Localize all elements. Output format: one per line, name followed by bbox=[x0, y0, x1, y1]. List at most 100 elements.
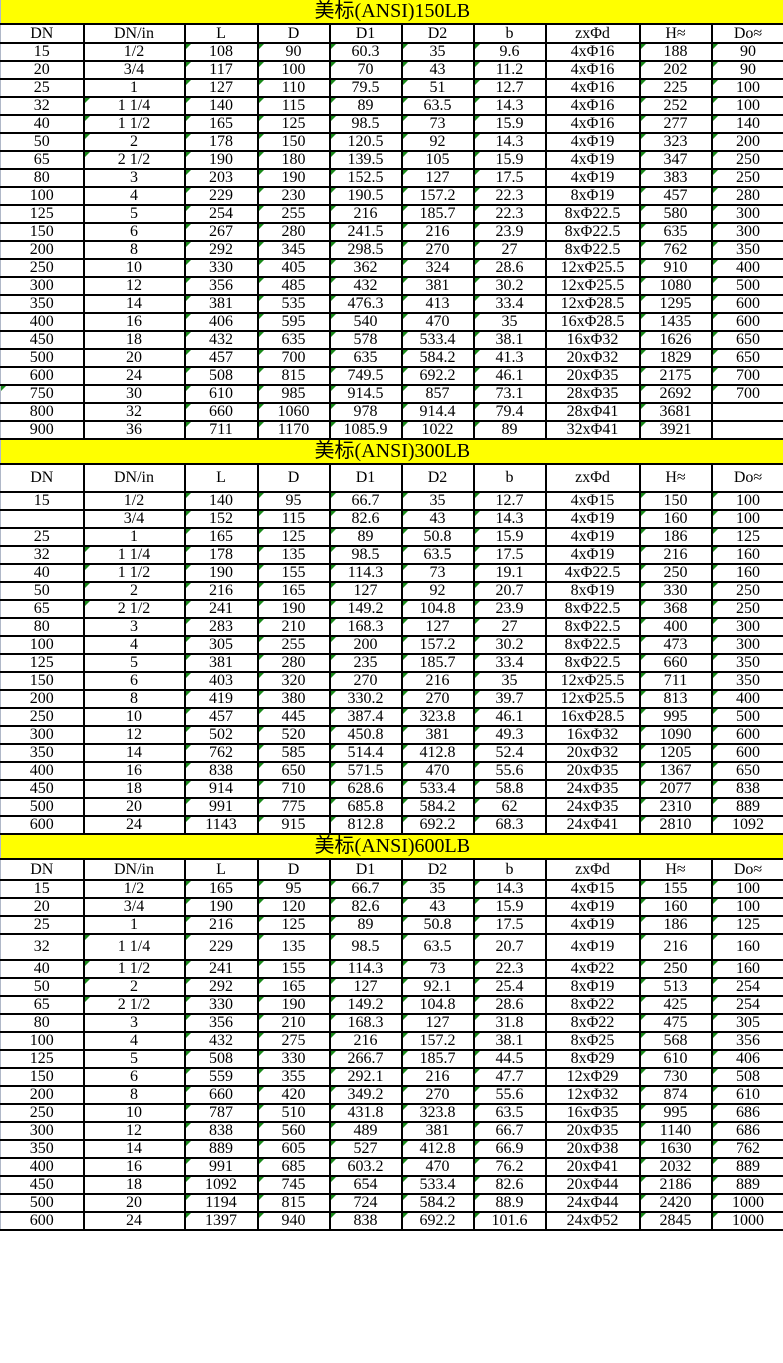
cell-d2[interactable]: 185.7 bbox=[400, 1049, 475, 1069]
cell-do[interactable]: 100 bbox=[710, 491, 783, 511]
cell-dn-in[interactable]: 14 bbox=[82, 294, 186, 314]
cell-dn-in[interactable]: 24 bbox=[82, 815, 186, 835]
cell-b[interactable]: 66.9 bbox=[472, 1139, 547, 1159]
cell-dn-in[interactable]: 1 bbox=[82, 78, 186, 98]
cell-l[interactable]: 508 bbox=[183, 1049, 259, 1069]
cell-do[interactable]: 100 bbox=[710, 509, 783, 529]
cell-l[interactable]: 991 bbox=[183, 797, 259, 817]
cell-d2[interactable]: 73 bbox=[400, 563, 475, 583]
cell-d[interactable]: 445 bbox=[256, 707, 331, 727]
cell-d[interactable]: 745 bbox=[256, 1175, 331, 1195]
cell-d[interactable]: 1170 bbox=[256, 420, 331, 440]
cell-do[interactable]: 250 bbox=[710, 150, 783, 170]
cell-bolt-holes[interactable]: 4xΦ22.5 bbox=[544, 563, 641, 583]
cell-h[interactable]: 1829 bbox=[638, 348, 713, 368]
cell-d[interactable]: 135 bbox=[256, 545, 331, 565]
column-header-d[interactable]: D bbox=[256, 23, 331, 44]
cell-d[interactable]: 125 bbox=[256, 527, 331, 547]
cell-dn[interactable]: 450 bbox=[0, 779, 85, 799]
cell-l[interactable]: 127 bbox=[183, 78, 259, 98]
cell-b[interactable]: 38.1 bbox=[472, 1031, 547, 1051]
cell-d[interactable]: 115 bbox=[256, 96, 331, 116]
cell-bolt-holes[interactable]: 20xΦ32 bbox=[544, 743, 641, 763]
cell-d2[interactable]: 92 bbox=[400, 132, 475, 152]
cell-d[interactable]: 585 bbox=[256, 743, 331, 763]
cell-dn[interactable]: 350 bbox=[0, 294, 85, 314]
cell-d2[interactable]: 43 bbox=[400, 897, 475, 917]
cell-do[interactable]: 250 bbox=[710, 581, 783, 601]
cell-d1[interactable]: 79.5 bbox=[328, 78, 403, 98]
cell-dn-in[interactable]: 2 bbox=[82, 977, 186, 997]
cell-l[interactable]: 1092 bbox=[183, 1175, 259, 1195]
cell-h[interactable]: 150 bbox=[638, 491, 713, 511]
cell-bolt-holes[interactable]: 8xΦ22.5 bbox=[544, 222, 641, 242]
cell-dn-in[interactable]: 3/4 bbox=[82, 60, 186, 80]
cell-dn-in[interactable]: 5 bbox=[82, 653, 186, 673]
column-header-d[interactable]: D bbox=[256, 463, 331, 493]
column-header-dn-in[interactable]: DN/in bbox=[82, 23, 186, 44]
cell-d[interactable]: 595 bbox=[256, 312, 331, 332]
cell-l[interactable]: 787 bbox=[183, 1103, 259, 1123]
cell-d[interactable]: 710 bbox=[256, 779, 331, 799]
cell-bolt-holes[interactable]: 8xΦ19 bbox=[544, 977, 641, 997]
column-header-d2[interactable]: D2 bbox=[400, 463, 475, 493]
cell-do[interactable]: 400 bbox=[710, 689, 783, 709]
cell-d2[interactable]: 533.4 bbox=[400, 330, 475, 350]
cell-l[interactable]: 108 bbox=[183, 42, 259, 62]
cell-d[interactable]: 155 bbox=[256, 959, 331, 979]
cell-dn-in[interactable]: 1/2 bbox=[82, 879, 186, 899]
cell-b[interactable]: 82.6 bbox=[472, 1175, 547, 1195]
cell-d2[interactable]: 51 bbox=[400, 78, 475, 98]
cell-bolt-holes[interactable]: 4xΦ19 bbox=[544, 509, 641, 529]
cell-dn[interactable]: 65 bbox=[0, 995, 85, 1015]
cell-h[interactable]: 1295 bbox=[638, 294, 713, 314]
cell-d2[interactable]: 857 bbox=[400, 384, 475, 404]
cell-d2[interactable]: 35 bbox=[400, 491, 475, 511]
cell-d1[interactable]: 635 bbox=[328, 348, 403, 368]
cell-bolt-holes[interactable]: 28xΦ35 bbox=[544, 384, 641, 404]
cell-l[interactable]: 330 bbox=[183, 258, 259, 278]
cell-dn-in[interactable]: 4 bbox=[82, 635, 186, 655]
section-title[interactable]: 美标(ANSI)150LB bbox=[0, 0, 783, 25]
cell-dn-in[interactable]: 6 bbox=[82, 671, 186, 691]
cell-l[interactable]: 508 bbox=[183, 366, 259, 386]
cell-d[interactable]: 125 bbox=[256, 915, 331, 935]
cell-b[interactable]: 88.9 bbox=[472, 1193, 547, 1213]
cell-do[interactable]: 650 bbox=[710, 761, 783, 781]
cell-b[interactable]: 52.4 bbox=[472, 743, 547, 763]
cell-d2[interactable]: 92 bbox=[400, 581, 475, 601]
cell-dn-in[interactable]: 20 bbox=[82, 348, 186, 368]
cell-b[interactable]: 33.4 bbox=[472, 653, 547, 673]
cell-do[interactable]: 200 bbox=[710, 132, 783, 152]
cell-dn-in[interactable]: 6 bbox=[82, 1067, 186, 1087]
cell-h[interactable]: 874 bbox=[638, 1085, 713, 1105]
cell-l[interactable]: 660 bbox=[183, 1085, 259, 1105]
cell-d2[interactable]: 270 bbox=[400, 240, 475, 260]
cell-dn[interactable]: 600 bbox=[0, 815, 85, 835]
section-title[interactable]: 美标(ANSI)300LB bbox=[0, 439, 783, 465]
cell-h[interactable]: 2175 bbox=[638, 366, 713, 386]
cell-h[interactable]: 277 bbox=[638, 114, 713, 134]
cell-dn-in[interactable]: 1 1/4 bbox=[82, 545, 186, 565]
cell-d2[interactable]: 470 bbox=[400, 761, 475, 781]
cell-l[interactable]: 254 bbox=[183, 204, 259, 224]
cell-l[interactable]: 838 bbox=[183, 761, 259, 781]
cell-h[interactable]: 2186 bbox=[638, 1175, 713, 1195]
cell-d[interactable]: 210 bbox=[256, 617, 331, 637]
cell-b[interactable]: 14.3 bbox=[472, 96, 547, 116]
column-header-do[interactable]: Do≈ bbox=[710, 463, 783, 493]
cell-dn[interactable]: 200 bbox=[0, 240, 85, 260]
cell-dn[interactable]: 32 bbox=[0, 96, 85, 116]
cell-dn[interactable]: 150 bbox=[0, 1067, 85, 1087]
cell-bolt-holes[interactable]: 8xΦ22.5 bbox=[544, 599, 641, 619]
cell-dn-in[interactable]: 30 bbox=[82, 384, 186, 404]
cell-do[interactable]: 762 bbox=[710, 1139, 783, 1159]
cell-d2[interactable]: 127 bbox=[400, 1013, 475, 1033]
cell-dn-in[interactable]: 10 bbox=[82, 1103, 186, 1123]
cell-h[interactable]: 216 bbox=[638, 545, 713, 565]
cell-l[interactable]: 165 bbox=[183, 879, 259, 899]
cell-dn-in[interactable]: 8 bbox=[82, 1085, 186, 1105]
cell-dn[interactable]: 100 bbox=[0, 186, 85, 206]
cell-do[interactable]: 1000 bbox=[710, 1211, 783, 1231]
cell-d2[interactable]: 50.8 bbox=[400, 915, 475, 935]
